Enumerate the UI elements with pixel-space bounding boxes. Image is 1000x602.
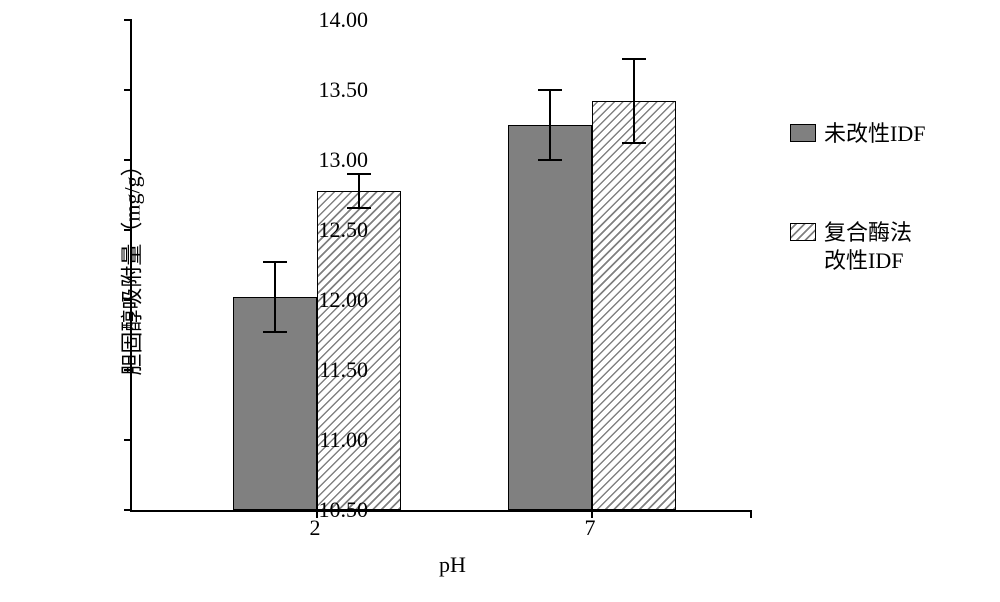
legend-label: 复合酶法改性IDF <box>824 219 912 276</box>
y-tick <box>124 439 132 441</box>
y-tick-label: 11.50 <box>278 357 368 383</box>
bar <box>508 125 592 510</box>
y-tick-label: 12.00 <box>278 287 368 313</box>
y-tick-label: 14.00 <box>278 7 368 33</box>
error-cap <box>538 89 562 91</box>
x-tick-label: 7 <box>585 515 596 541</box>
legend-item: 未改性IDF <box>790 120 980 149</box>
y-tick <box>124 509 132 511</box>
error-cap <box>263 261 287 263</box>
error-cap <box>538 159 562 161</box>
x-axis-label: pH <box>439 552 466 578</box>
error-bar <box>358 174 360 208</box>
y-tick <box>124 159 132 161</box>
chart-container: 胆固醇吸附量（mg/g） pH 未改性IDF复合酶法改性IDF 10.5011.… <box>0 0 1000 602</box>
x-tick <box>750 510 752 518</box>
error-bar <box>274 262 276 332</box>
y-tick <box>124 89 132 91</box>
x-tick-label: 2 <box>310 515 321 541</box>
error-bar <box>633 59 635 143</box>
y-tick-label: 11.00 <box>278 427 368 453</box>
error-cap <box>263 331 287 333</box>
y-tick-label: 12.50 <box>278 217 368 243</box>
legend: 未改性IDF 复合酶法改性IDF <box>790 120 980 306</box>
error-cap <box>347 173 371 175</box>
error-cap <box>622 142 646 144</box>
y-tick-label: 13.00 <box>278 147 368 173</box>
y-tick <box>124 299 132 301</box>
legend-item: 复合酶法改性IDF <box>790 219 980 276</box>
bar <box>592 101 676 510</box>
error-cap <box>347 207 371 209</box>
legend-swatch <box>790 223 816 241</box>
error-cap <box>622 58 646 60</box>
legend-label: 未改性IDF <box>824 120 925 149</box>
error-bar <box>549 90 551 160</box>
y-tick-label: 13.50 <box>278 77 368 103</box>
legend-swatch <box>790 124 816 142</box>
y-tick <box>124 229 132 231</box>
y-tick <box>124 369 132 371</box>
y-tick-label: 10.50 <box>278 497 368 523</box>
y-tick <box>124 19 132 21</box>
plot-area <box>130 20 752 512</box>
